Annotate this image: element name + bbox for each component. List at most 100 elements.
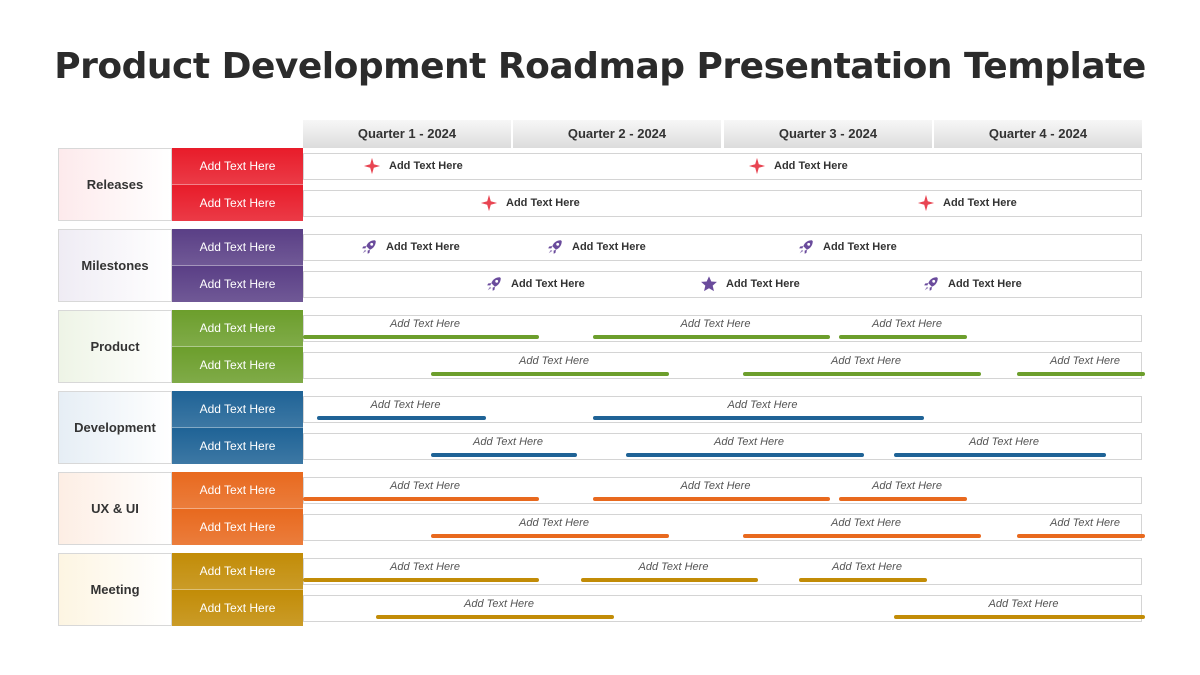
bar-label: Add Text Here <box>832 561 902 573</box>
timeline-event[interactable]: Add Text Here <box>922 275 1022 293</box>
rocket-icon <box>485 275 503 293</box>
event-label: Add Text Here <box>506 197 580 209</box>
timeline-event[interactable]: Add Text Here <box>797 238 897 256</box>
sub-task-label[interactable]: Add Text Here <box>172 310 303 347</box>
event-label: Add Text Here <box>726 278 800 290</box>
rocket-icon <box>546 238 564 256</box>
quarter-label: Quarter 1 - 2024 <box>303 120 511 148</box>
timeline-bar[interactable] <box>839 335 967 339</box>
sub-task-label[interactable]: Add Text Here <box>172 428 303 464</box>
star-icon <box>700 275 718 293</box>
sub-task-label[interactable]: Add Text Here <box>172 590 303 626</box>
sub-task-label[interactable]: Add Text Here <box>172 391 303 428</box>
timeline-event[interactable]: Add Text Here <box>363 157 463 175</box>
timeline-bar[interactable] <box>581 578 758 582</box>
bar-label: Add Text Here <box>872 480 942 492</box>
event-label: Add Text Here <box>774 160 848 172</box>
timeline-bar[interactable] <box>303 578 539 582</box>
bar-label: Add Text Here <box>680 480 751 492</box>
quarter-label: Quarter 3 - 2024 <box>724 120 932 148</box>
timeline-event[interactable]: Add Text Here <box>700 275 800 293</box>
quarter-label: Quarter 2 - 2024 <box>513 120 721 148</box>
category-ux: UX & UI <box>58 472 172 545</box>
bar-label: Add Text Here <box>519 517 589 529</box>
timeline-bar[interactable] <box>626 453 864 457</box>
event-label: Add Text Here <box>389 160 463 172</box>
sub-task-label[interactable]: Add Text Here <box>172 553 303 590</box>
sub-task-label[interactable]: Add Text Here <box>172 347 303 383</box>
bar-label: Add Text Here <box>1050 355 1120 367</box>
timeline-bar[interactable] <box>431 372 669 376</box>
timeline-lane <box>303 190 1142 217</box>
timeline-event[interactable]: Add Text Here <box>546 238 646 256</box>
event-label: Add Text Here <box>572 241 646 253</box>
timeline-event[interactable]: Add Text Here <box>360 238 460 256</box>
page-title: Product Development Roadmap Presentation… <box>54 46 1146 87</box>
rocket-icon <box>922 275 940 293</box>
timeline-lane <box>303 514 1142 541</box>
sub-task-label[interactable]: Add Text Here <box>172 229 303 266</box>
bar-label: Add Text Here <box>1050 517 1120 529</box>
sparkle-icon <box>480 194 498 212</box>
sub-task-label[interactable]: Add Text Here <box>172 148 303 185</box>
event-label: Add Text Here <box>948 278 1022 290</box>
sub-task-label[interactable]: Add Text Here <box>172 185 303 221</box>
bar-label: Add Text Here <box>370 399 441 411</box>
timeline-event[interactable]: Add Text Here <box>480 194 580 212</box>
event-label: Add Text Here <box>943 197 1017 209</box>
category-milestones: Milestones <box>58 229 172 302</box>
bar-label: Add Text Here <box>680 318 751 330</box>
timeline-bar[interactable] <box>593 416 924 420</box>
timeline-bar[interactable] <box>894 615 1145 619</box>
timeline-bar[interactable] <box>303 335 539 339</box>
timeline-bar[interactable] <box>593 335 830 339</box>
bar-label: Add Text Here <box>714 436 784 448</box>
quarter-label: Quarter 4 - 2024 <box>934 120 1142 148</box>
timeline-bar[interactable] <box>431 453 577 457</box>
timeline-bar[interactable] <box>839 497 967 501</box>
timeline-bar[interactable] <box>743 372 981 376</box>
timeline-bar[interactable] <box>431 534 669 538</box>
sub-task-label[interactable]: Add Text Here <box>172 472 303 509</box>
timeline-bar[interactable] <box>593 497 830 501</box>
timeline-bar[interactable] <box>743 534 981 538</box>
timeline-lane <box>303 234 1142 261</box>
timeline-bar[interactable] <box>799 578 927 582</box>
bar-label: Add Text Here <box>831 355 901 367</box>
event-label: Add Text Here <box>511 278 585 290</box>
bar-label: Add Text Here <box>519 355 589 367</box>
category-meeting: Meeting <box>58 553 172 626</box>
bar-label: Add Text Here <box>638 561 709 573</box>
rocket-icon <box>797 238 815 256</box>
bar-label: Add Text Here <box>390 480 460 492</box>
bar-label: Add Text Here <box>727 399 798 411</box>
timeline-lane <box>303 352 1142 379</box>
timeline-event[interactable]: Add Text Here <box>485 275 585 293</box>
timeline-event[interactable]: Add Text Here <box>917 194 1017 212</box>
bar-label: Add Text Here <box>969 436 1039 448</box>
sub-task-label[interactable]: Add Text Here <box>172 509 303 545</box>
sparkle-icon <box>363 157 381 175</box>
timeline-event[interactable]: Add Text Here <box>748 157 848 175</box>
sparkle-icon <box>748 157 766 175</box>
rocket-icon <box>360 238 378 256</box>
timeline-bar[interactable] <box>894 453 1106 457</box>
timeline-lane <box>303 271 1142 298</box>
timeline-bar[interactable] <box>1017 372 1145 376</box>
event-label: Add Text Here <box>823 241 897 253</box>
timeline-bar[interactable] <box>1017 534 1145 538</box>
timeline-bar[interactable] <box>303 497 539 501</box>
bar-label: Add Text Here <box>831 517 901 529</box>
sub-task-label[interactable]: Add Text Here <box>172 266 303 302</box>
bar-label: Add Text Here <box>390 318 460 330</box>
category-development: Development <box>58 391 172 464</box>
category-releases: Releases <box>58 148 172 221</box>
bar-label: Add Text Here <box>872 318 942 330</box>
timeline-bar[interactable] <box>317 416 486 420</box>
timeline-bar[interactable] <box>376 615 614 619</box>
category-product: Product <box>58 310 172 383</box>
event-label: Add Text Here <box>386 241 460 253</box>
bar-label: Add Text Here <box>464 598 534 610</box>
sparkle-icon <box>917 194 935 212</box>
bar-label: Add Text Here <box>390 561 460 573</box>
